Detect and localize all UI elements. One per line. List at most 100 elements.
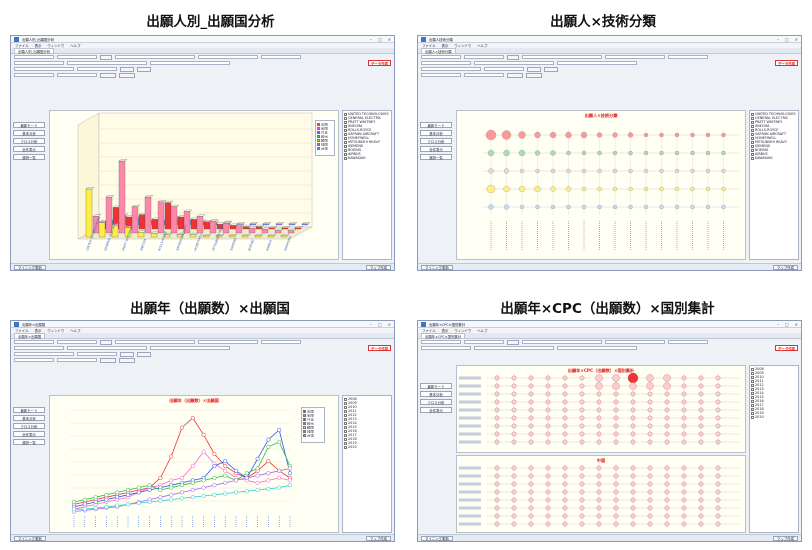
clear-button[interactable]	[137, 66, 151, 72]
tab-analysis[interactable]: 出願年×CPC×国別集計	[421, 333, 466, 339]
target-field[interactable]	[14, 54, 54, 60]
range-field-2[interactable]	[557, 345, 637, 351]
legend-item[interactable]: PRATT WHITNEY	[751, 120, 797, 124]
maximize-icon[interactable]: □	[784, 321, 789, 327]
legend-item[interactable]: SAFRAN AIRCRAFT	[751, 132, 797, 136]
sidebar-cross-analysis[interactable]: クロス分析	[420, 138, 452, 144]
applicant-field[interactable]	[115, 339, 195, 345]
mining-update-button[interactable]: マイニング更新	[421, 264, 453, 270]
legend-item[interactable]: 2014	[344, 421, 390, 425]
range-field[interactable]	[67, 60, 147, 66]
country-field[interactable]	[198, 54, 258, 60]
maximize-icon[interactable]: □	[377, 36, 382, 42]
legend-item[interactable]: 独国	[317, 142, 333, 146]
create-data-button[interactable]: データ作成	[368, 345, 391, 351]
sidebar-show-all[interactable]: 全件表示	[13, 431, 45, 437]
checkbox-icon[interactable]	[344, 413, 347, 417]
sort-field[interactable]	[77, 351, 117, 357]
close-icon[interactable]: ×	[794, 36, 798, 42]
menu-help[interactable]: ヘルプ	[70, 44, 81, 48]
menu-window[interactable]: ウィンドウ	[454, 329, 472, 333]
legend-item[interactable]: 2010	[344, 405, 390, 409]
checkbox-icon[interactable]	[344, 112, 347, 116]
checkbox-icon[interactable]	[344, 116, 347, 120]
legend-item[interactable]: HONEYWELL	[344, 136, 390, 140]
legend-item[interactable]: 2016	[751, 399, 797, 403]
range-field[interactable]	[67, 345, 147, 351]
legend-item[interactable]: AIRBUS	[751, 152, 797, 156]
close-icon[interactable]: ×	[387, 36, 391, 42]
legend-item[interactable]: 2018	[751, 407, 797, 411]
country-field[interactable]	[198, 339, 258, 345]
checkbox-icon[interactable]	[344, 433, 347, 437]
legend-item[interactable]: 2009	[751, 371, 797, 375]
legend-item[interactable]: 独国	[303, 429, 323, 433]
checkbox-icon[interactable]	[751, 407, 754, 411]
menu-file[interactable]: ファイル	[422, 329, 436, 333]
legend-item[interactable]: 台湾	[317, 146, 333, 150]
legend-item[interactable]: 日本	[303, 417, 323, 421]
legend-item[interactable]: 2013	[344, 417, 390, 421]
checkbox-icon[interactable]	[751, 383, 754, 387]
legend-item[interactable]: BOEING	[751, 148, 797, 152]
option-field[interactable]	[14, 345, 64, 351]
checkbox-icon[interactable]	[344, 397, 347, 401]
apply-button[interactable]	[100, 339, 112, 345]
sidebar-selection-list[interactable]: 選択一覧	[420, 154, 452, 160]
legend-item[interactable]: 2012	[344, 413, 390, 417]
legend-item[interactable]: 2016	[344, 429, 390, 433]
checkbox-icon[interactable]	[751, 112, 754, 116]
menu-window[interactable]: ウィンドウ	[47, 329, 65, 333]
tab-analysis[interactable]: 出願人別_出願国分析	[14, 48, 55, 54]
checkbox-icon[interactable]	[344, 421, 347, 425]
checkbox-icon[interactable]	[751, 411, 754, 415]
legend-item[interactable]: 2015	[751, 395, 797, 399]
copy-button[interactable]	[526, 72, 542, 78]
menu-window[interactable]: ウィンドウ	[47, 44, 65, 48]
scale-field[interactable]	[464, 72, 504, 78]
legend-item[interactable]: 2020	[751, 415, 797, 419]
checkbox-icon[interactable]	[751, 415, 754, 419]
checkbox-icon[interactable]	[751, 375, 754, 379]
checkbox-icon[interactable]	[344, 429, 347, 433]
sidebar-selection-list[interactable]: 選択一覧	[13, 439, 45, 445]
legend-item[interactable]: SAFRAN AIRCRAFT	[344, 132, 390, 136]
menu-view[interactable]: 表示	[34, 329, 42, 333]
sidebar-cross-analysis[interactable]: クロス分析	[13, 138, 45, 144]
checkbox-icon[interactable]	[344, 128, 347, 132]
count-field[interactable]	[464, 54, 504, 60]
legend-item[interactable]: 2018	[344, 437, 390, 441]
axis-field[interactable]	[14, 357, 54, 363]
sort-field[interactable]	[77, 66, 117, 72]
apply-button[interactable]	[100, 54, 112, 60]
date-field[interactable]	[261, 54, 301, 60]
copy-button[interactable]	[119, 72, 135, 78]
maximize-icon[interactable]: □	[377, 321, 382, 327]
legend-item[interactable]: 2015	[344, 425, 390, 429]
mode-field[interactable]	[14, 66, 74, 72]
checkbox-icon[interactable]	[344, 409, 347, 413]
checkbox-icon[interactable]	[751, 128, 754, 132]
minimize-icon[interactable]: –	[369, 36, 372, 42]
menu-window[interactable]: ウィンドウ	[454, 44, 472, 48]
target-field[interactable]	[421, 54, 461, 60]
option-field[interactable]	[421, 60, 471, 66]
legend-item[interactable]: 2008	[751, 367, 797, 371]
checkbox-icon[interactable]	[751, 387, 754, 391]
legend-item[interactable]: 2008	[344, 397, 390, 401]
range-field-2[interactable]	[557, 60, 637, 66]
menu-view[interactable]: 表示	[441, 44, 449, 48]
checkbox-icon[interactable]	[751, 403, 754, 407]
update-button[interactable]	[120, 66, 134, 72]
checkbox-icon[interactable]	[751, 156, 754, 160]
menu-help[interactable]: ヘルプ	[70, 329, 81, 333]
checkbox-icon[interactable]	[751, 367, 754, 371]
menu-file[interactable]: ファイル	[422, 44, 436, 48]
menu-file[interactable]: ファイル	[15, 329, 29, 333]
legend-item[interactable]: 中国	[317, 122, 333, 126]
checkbox-icon[interactable]	[344, 148, 347, 152]
minimize-icon[interactable]: –	[776, 36, 779, 42]
sidebar-show-all[interactable]: 全件表示	[420, 407, 452, 413]
sidebar-show-all[interactable]: 全件表示	[13, 146, 45, 152]
applicant-field[interactable]	[115, 54, 195, 60]
